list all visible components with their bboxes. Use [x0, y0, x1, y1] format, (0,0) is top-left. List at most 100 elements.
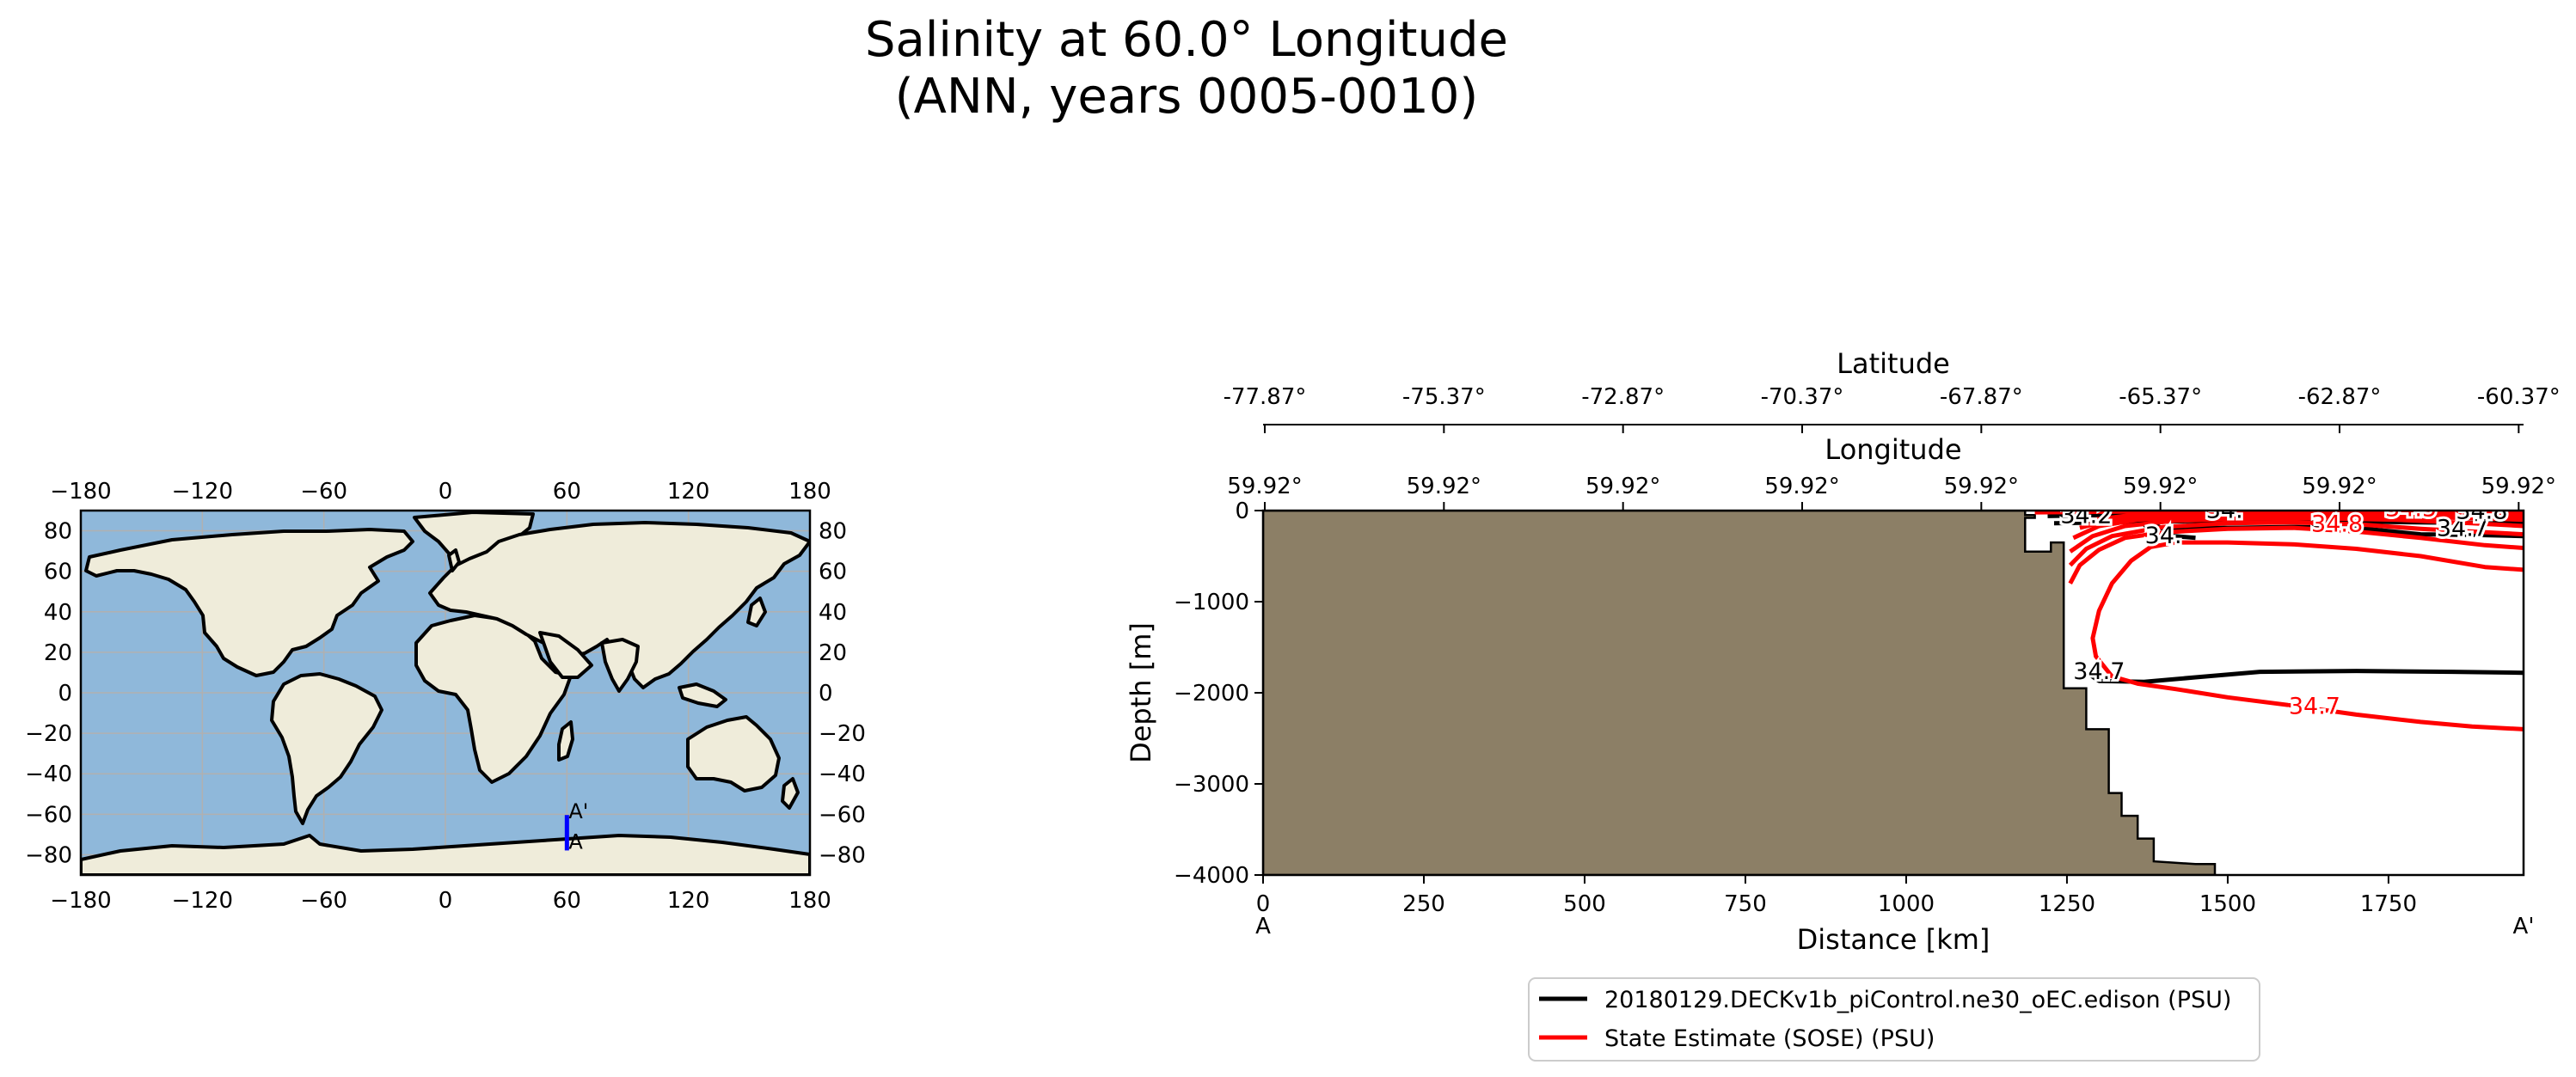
map-left-tick-7: −60	[25, 802, 72, 828]
map-bottom-tick-0: −180	[50, 888, 111, 914]
legend-entry-model: 20180129.DECKv1b_piControl.ne30_oEC.edis…	[1604, 987, 2231, 1013]
figure-title-line2: (ANN, years 0005-0010)	[894, 69, 1479, 125]
land-uk	[447, 548, 461, 572]
legend: 20180129.DECKv1b_piControl.ne30_oEC.edis…	[1528, 977, 2260, 1062]
contour-label-s0-5: 34.8	[2456, 499, 2507, 525]
contour-label-s0-2: 34.	[2145, 523, 2182, 549]
section-y-axis-label: Depth [m]	[1125, 622, 1157, 763]
section-start-label: A	[1255, 914, 1271, 939]
map-frame	[79, 509, 812, 877]
latitude-tick-6: -62.87°	[2298, 384, 2382, 410]
map-bottom-tick-3: 0	[439, 888, 453, 914]
section-x-tick-2: 500	[1563, 891, 1606, 917]
longitude-tick-3: 59.92°	[1764, 474, 1839, 499]
longitude-tick-6: 59.92°	[2302, 474, 2377, 499]
map-tick-labels: −180 −180 −120 −120 −60 −60 0 0 60 60 120 120 180 180…	[25, 479, 866, 914]
figure-title-line1: Salinity at 60.0° Longitude	[864, 12, 1508, 68]
contour-s1-2	[2068, 520, 2524, 567]
section-ticks: 0 250 500 750 1000 1250 1500 1750 0 −1000 −2000 −30…	[1174, 499, 2417, 917]
section-y-tick-3: −3000	[1174, 772, 1249, 798]
longitude-tick-0: 59.92°	[1227, 474, 1302, 499]
map-panel: A A' −180 −180 −120 −120 −60 −60 0 0 60 60 120 120 18…	[25, 479, 866, 914]
map-right-tick-5: −20	[819, 721, 866, 747]
map-bottom-tick-1: −120	[172, 888, 233, 914]
section-x-tick-6: 1500	[2199, 891, 2256, 917]
longitude-tick-7: 59.92°	[2481, 474, 2556, 499]
latitude-tick-5: -65.37°	[2119, 384, 2202, 410]
map-top-tick-0: −180	[50, 479, 111, 505]
contour-s1-1	[2068, 525, 2524, 584]
land-southeast-asia	[678, 682, 727, 708]
map-left-tick-8: −80	[25, 842, 72, 868]
latitude-tick-0: -77.87°	[1224, 384, 1307, 410]
land-india	[600, 638, 640, 693]
contour-label-s0-3: 34.2	[2060, 502, 2112, 529]
figure-title: Salinity at 60.0° Longitude (ANN, years …	[0, 12, 2373, 125]
section-y-tick-4: −4000	[1174, 863, 1249, 889]
contour-label-s1-0: 34.7	[2289, 693, 2340, 719]
map-left-tick-2: 40	[44, 600, 72, 626]
contour-s1-0	[2090, 540, 2524, 731]
contour-label-s0-0: 34.7	[2073, 658, 2125, 685]
contour-s1-4	[2072, 513, 2524, 541]
map-right-tick-0: 80	[819, 519, 847, 545]
section-y-tick-2: −2000	[1174, 681, 1249, 707]
land-eurasia	[428, 521, 810, 689]
map-transect-end-label: A'	[568, 799, 588, 823]
map-top-tick-3: 0	[439, 479, 453, 505]
map-transect: A A'	[564, 799, 588, 854]
map-bottom-tick-2: −60	[300, 888, 347, 914]
contour-label-s1-2: 34.5	[2385, 495, 2437, 522]
map-right-tick-1: 60	[819, 560, 847, 585]
land-new-zealand	[781, 777, 800, 810]
map-right-tick-8: −80	[819, 842, 866, 868]
legend-frame	[1528, 977, 2260, 1062]
map-left-tick-0: 80	[44, 519, 72, 545]
map-top-tick-5: 120	[667, 479, 710, 505]
latitude-axis-label: Latitude	[1837, 347, 1950, 380]
land-north-america	[84, 528, 414, 677]
land-south-america	[270, 672, 383, 825]
section-x-tick-4: 1000	[1878, 891, 1935, 917]
land-antarctica	[81, 834, 810, 875]
legend-entry-obs: State Estimate (SOSE) (PSU)	[1604, 1025, 1935, 1052]
section-y-tick-1: −1000	[1174, 590, 1249, 615]
bathymetry-fill	[1263, 511, 2217, 875]
map-top-tick-1: −120	[172, 479, 233, 505]
contour-s0-1	[2143, 517, 2524, 539]
map-left-tick-6: −40	[25, 762, 72, 787]
map-right-tick-3: 20	[819, 640, 847, 666]
latitude-axis-ticks: -77.87° -75.37° -72.87° -70.37° -67.87° -65.3…	[1224, 384, 2561, 433]
section-y-tick-0: 0	[1235, 499, 1249, 524]
map-left-tick-4: 0	[58, 681, 72, 707]
map-top-tick-2: −60	[300, 479, 347, 505]
contour-labels: 34.734.734.34.2 34. 34.834.734.834.5	[2058, 495, 2510, 722]
map-left-tick-1: 60	[44, 560, 72, 585]
longitude-tick-2: 59.92°	[1585, 474, 1660, 499]
contour-s0-0	[2088, 669, 2524, 684]
contour-label-s0-4: 34.	[2206, 497, 2243, 523]
latitude-tick-1: -75.37°	[1402, 384, 1486, 410]
latitude-tick-3: -70.37°	[1761, 384, 1844, 410]
section-x-tick-1: 250	[1402, 891, 1445, 917]
longitude-tick-4: 59.92°	[1944, 474, 2019, 499]
longitude-tick-5: 59.92°	[2123, 474, 2198, 499]
section-end-label: A'	[2513, 914, 2535, 939]
map-transect-start-label: A	[568, 829, 583, 854]
map-left-tick-5: −20	[25, 721, 72, 747]
map-bottom-tick-4: 60	[553, 888, 581, 914]
map-bottom-tick-5: 120	[667, 888, 710, 914]
map-right-tick-4: 0	[819, 681, 833, 707]
section-x-tick-0: 0	[1256, 891, 1271, 917]
latitude-tick-4: -67.87°	[1940, 384, 2023, 410]
map-top-tick-4: 60	[553, 479, 581, 505]
land-madagascar	[557, 720, 574, 762]
latitude-tick-7: -60.37°	[2477, 384, 2561, 410]
map-right-tick-7: −60	[819, 802, 866, 828]
land-japan	[746, 597, 767, 627]
longitude-axis-ticks: 59.92° 59.92° 59.92° 59.92° 59.92° 59.92° 59.9…	[1227, 474, 2556, 511]
map-bottom-tick-6: 180	[788, 888, 831, 914]
latitude-tick-2: -72.87°	[1581, 384, 1665, 410]
section-x-axis-label: Distance [km]	[1797, 923, 1990, 956]
